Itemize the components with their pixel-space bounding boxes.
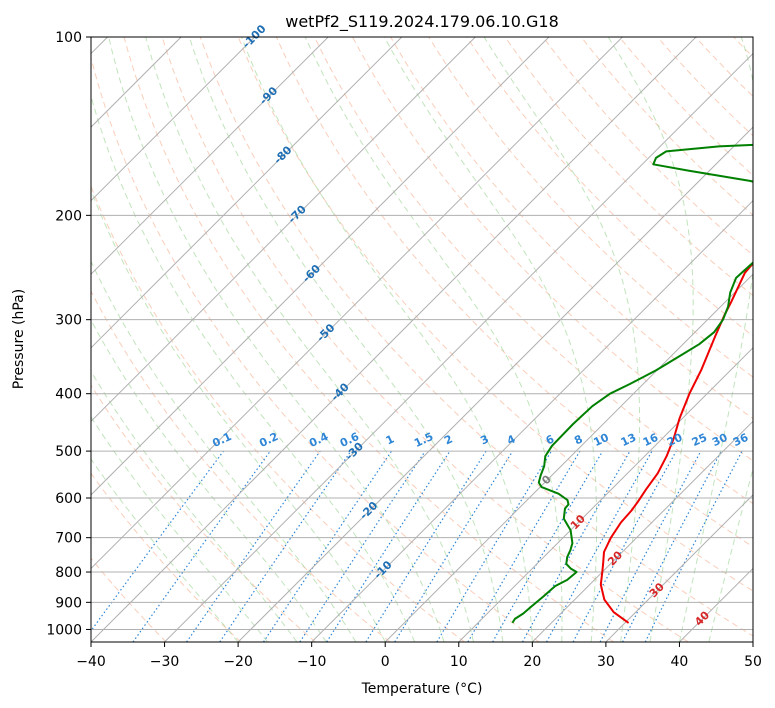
moist-adiabat — [483, 37, 641, 642]
isotherm — [164, 52, 753, 642]
mixing-ratio-line — [91, 450, 224, 632]
mixing-ratio-line — [299, 450, 426, 642]
x-tick-label: −30 — [150, 654, 180, 670]
y-axis: 1000 900 800 700 600 500 400 300 200 100 — [46, 30, 91, 638]
isotherm — [311, 199, 753, 642]
y-axis-title: Pressure (hPa) — [11, 289, 27, 389]
mixing-ratio-label: 16 — [641, 431, 661, 449]
isotherm — [91, 37, 550, 496]
dry-adiabat — [314, 37, 753, 505]
dry-adiabat — [91, 185, 465, 642]
dry-adiabat — [237, 37, 753, 592]
dry-adiabat — [161, 37, 689, 642]
dry-adiabat — [91, 384, 316, 642]
dry-adiabat — [352, 37, 753, 462]
moist-adiabat — [678, 37, 753, 642]
dry-adiabat — [91, 472, 242, 642]
mixing-ratio-line — [326, 450, 451, 642]
x-tick-label: 20 — [523, 654, 541, 670]
isotherm — [91, 37, 403, 349]
x-tick-label: 50 — [744, 654, 762, 670]
isotherm — [605, 494, 753, 642]
isotherm — [91, 37, 697, 642]
x-tick-label: 10 — [450, 654, 468, 670]
plot-frame — [90, 36, 754, 643]
x-axis-title: Temperature (°C) — [361, 681, 483, 697]
mixing-ratio-line — [644, 450, 743, 642]
isotherm — [91, 37, 256, 202]
isotherm — [91, 37, 623, 570]
temperature-profile — [599, 261, 753, 624]
y-tick-label: 1000 — [46, 622, 82, 638]
dry-adiabat — [390, 37, 753, 420]
profiles — [511, 143, 753, 624]
chart-title: wetPf2_S119.2024.179.06.10.G18 — [285, 12, 559, 32]
dry-adiabat — [123, 37, 614, 642]
dry-adiabat — [91, 55, 540, 642]
mixing-ratio-label: 20 — [665, 431, 685, 449]
x-axis: −40 −30 −20 −10 0 10 20 30 40 50 — [76, 642, 762, 670]
moist-adiabat — [91, 188, 386, 642]
moist-adiabat — [304, 37, 563, 642]
y-tick-label: 100 — [55, 30, 82, 46]
moist-adiabat — [145, 37, 474, 642]
y-tick-label: 300 — [55, 313, 82, 329]
y-tick-label: 200 — [55, 208, 82, 224]
moist-adiabat — [384, 37, 598, 642]
dry-adiabat — [428, 37, 753, 378]
moist-adiabat — [91, 416, 268, 642]
isotherm — [752, 641, 753, 642]
isotherm — [384, 273, 753, 642]
moist-adiabat — [241, 37, 533, 642]
isotherm — [91, 37, 329, 275]
mixing-ratio-line — [219, 450, 352, 642]
mixing-ratio-line — [186, 450, 321, 642]
y-tick-label: 900 — [55, 595, 82, 611]
dry-adiabat — [275, 37, 753, 548]
mixing-ratio-label: 13 — [619, 431, 638, 449]
x-tick-label: −20 — [223, 654, 253, 670]
dry-adiabat — [91, 290, 391, 642]
y-tick-label: 400 — [55, 387, 82, 403]
mixing-ratio-line — [546, 450, 653, 642]
x-tick-label: −10 — [297, 654, 327, 670]
moist-adiabat — [108, 37, 445, 642]
moist-adiabat — [91, 319, 327, 642]
mixing-ratio-line — [132, 450, 271, 642]
plot-area — [91, 37, 753, 642]
mixing-ratio-label: 25 — [690, 431, 709, 449]
mixing-ratio-line — [394, 450, 514, 642]
x-tick-label: 40 — [671, 654, 689, 670]
y-tick-label: 700 — [55, 531, 82, 547]
mixing-ratio-line — [262, 450, 392, 642]
moist-adiabat — [188, 37, 504, 642]
moist-adiabat — [91, 458, 239, 642]
moist-adiabat — [708, 466, 753, 642]
x-tick-label: −40 — [76, 654, 106, 670]
y-tick-label: 800 — [55, 565, 82, 581]
mixing-ratio-label: 30 — [710, 431, 730, 449]
mixing-ratio-label: 36 — [731, 431, 751, 449]
y-tick-label: 500 — [55, 444, 82, 460]
isotherm — [458, 347, 753, 642]
background-lines — [91, 37, 753, 642]
x-tick-label: 30 — [597, 654, 615, 670]
isotherm — [237, 126, 753, 642]
dewpoint-profile — [511, 143, 753, 624]
mixing-ratio-line — [572, 450, 677, 642]
x-tick-label: 0 — [381, 654, 390, 670]
dry-adiabat — [466, 37, 753, 337]
mixing-ratio-label: 10 — [591, 431, 611, 449]
moist-adiabat — [91, 370, 298, 642]
isotherm — [531, 420, 753, 642]
moist-adiabat — [91, 260, 357, 642]
isotherm — [91, 37, 476, 423]
moist-adiabat — [607, 37, 694, 642]
y-tick-label: 600 — [55, 491, 82, 507]
